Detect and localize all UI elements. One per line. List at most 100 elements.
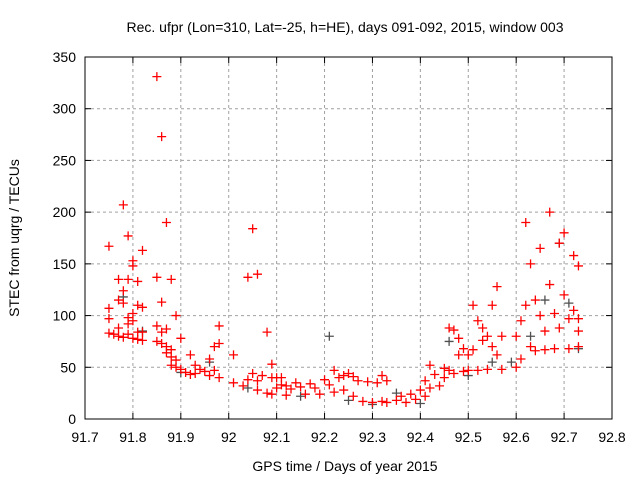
data-point-red	[161, 324, 171, 334]
plot-border	[84, 56, 613, 420]
data-point-red	[430, 370, 440, 380]
data-point-red	[305, 379, 315, 389]
data-point-red	[137, 335, 147, 345]
data-point-red	[195, 364, 205, 374]
data-point-red	[406, 389, 416, 399]
data-point-red	[104, 303, 114, 313]
data-point-red	[161, 217, 171, 227]
data-point-red	[257, 371, 267, 381]
data-point-red	[267, 359, 277, 369]
data-point-red	[252, 385, 262, 395]
data-point-red	[401, 397, 411, 407]
data-point-red	[382, 397, 392, 407]
data-point-red	[200, 366, 210, 376]
data-point-red	[315, 389, 325, 399]
data-point-red	[214, 338, 224, 348]
data-point-red	[272, 383, 282, 393]
data-point-red	[492, 282, 502, 292]
data-point-red	[550, 309, 560, 319]
data-point-red	[554, 238, 564, 248]
data-point-red	[482, 364, 492, 374]
data-point-red	[382, 376, 392, 386]
x-tick-label: 92.4	[407, 429, 434, 445]
data-point-red	[473, 316, 483, 326]
data-point-red	[128, 261, 138, 271]
data-point-red	[123, 274, 133, 284]
data-point-red	[118, 332, 128, 342]
data-point-red	[109, 329, 119, 339]
data-point-red	[425, 360, 435, 370]
data-point-red	[482, 331, 492, 341]
data-point-red	[521, 217, 531, 227]
data-point-red	[104, 328, 114, 338]
data-point-red	[152, 321, 162, 331]
data-point-red	[166, 274, 176, 284]
data-point-red	[454, 350, 464, 360]
x-tick-label: 92.5	[455, 429, 482, 445]
y-tick-label: 350	[53, 49, 77, 65]
data-point-red	[176, 333, 186, 343]
data-point-red	[161, 348, 171, 358]
data-point-red	[444, 365, 454, 375]
data-point-red	[205, 354, 215, 364]
data-point-red	[152, 336, 162, 346]
data-point-red	[353, 376, 363, 386]
data-point-red	[291, 378, 301, 388]
data-point-red	[573, 261, 583, 271]
data-point-red	[573, 342, 583, 352]
data-point-red	[339, 385, 349, 395]
data-point-red	[372, 378, 382, 388]
data-point-red	[344, 368, 353, 378]
x-tick-label: 91.9	[167, 429, 194, 445]
y-tick-label: 50	[60, 359, 76, 375]
data-point-red	[526, 342, 536, 352]
data-point-red	[300, 389, 310, 399]
data-point-red	[564, 344, 574, 354]
data-point-red	[276, 380, 286, 390]
data-point-red	[181, 367, 191, 377]
data-point-red	[559, 228, 569, 238]
y-tick-label: 250	[53, 152, 77, 168]
chart-title: Rec. ufpr (Lon=310, Lat=-25, h=HE), days…	[126, 19, 563, 35]
data-point-red	[535, 243, 545, 253]
data-point-red	[176, 364, 186, 374]
data-point-red	[439, 373, 449, 383]
data-point-red	[114, 274, 124, 284]
data-point-red	[286, 384, 296, 394]
data-point-red	[171, 362, 181, 372]
data-point-red	[487, 342, 497, 352]
data-point-red	[137, 245, 147, 255]
data-point-red	[487, 300, 497, 310]
data-point-red	[133, 300, 143, 310]
data-point-red	[320, 375, 330, 385]
data-point-gray	[243, 383, 253, 393]
y-tick-label: 300	[53, 101, 77, 117]
data-point-red	[123, 329, 133, 339]
data-point-red	[152, 272, 162, 282]
data-point-red	[339, 371, 349, 381]
data-point-red	[463, 350, 473, 360]
data-point-red	[573, 314, 583, 324]
data-point-red	[262, 388, 272, 398]
data-point-red	[420, 376, 430, 386]
data-point-red	[415, 385, 425, 395]
data-point-gray	[526, 331, 536, 341]
data-point-red	[185, 350, 195, 360]
data-point-red	[444, 323, 454, 333]
data-point-red	[377, 371, 387, 381]
data-point-red	[521, 300, 531, 310]
data-point-red	[243, 272, 253, 282]
x-tick-label: 92.1	[263, 429, 290, 445]
data-point-red	[530, 346, 540, 356]
data-point-gray	[296, 391, 306, 401]
data-point-red	[535, 311, 545, 321]
data-point-red	[425, 383, 435, 393]
data-point-red	[564, 314, 574, 324]
data-point-red	[190, 368, 200, 378]
data-point-red	[133, 334, 143, 344]
data-point-red	[252, 269, 262, 279]
data-point-red	[171, 311, 181, 321]
data-point-red	[420, 391, 430, 401]
data-point-red	[363, 377, 373, 387]
data-point-red	[329, 365, 339, 375]
